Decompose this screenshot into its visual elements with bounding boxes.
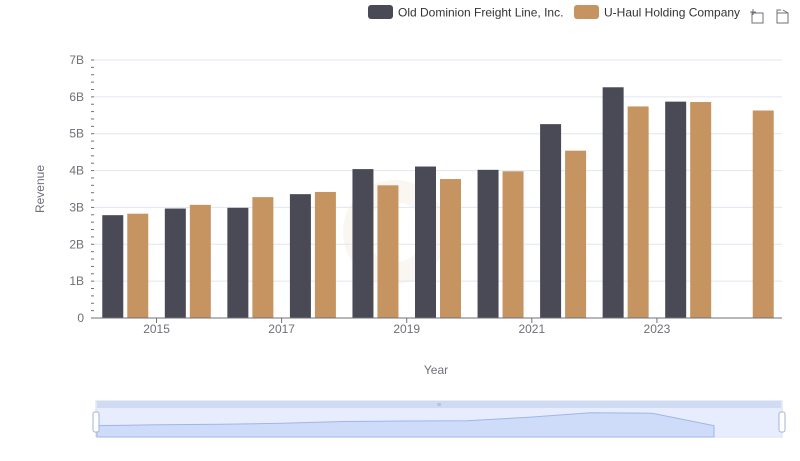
y-tick-label: 2B (69, 237, 84, 251)
legend-swatch-u-haul (574, 5, 599, 19)
data-zoom-preview-area (96, 412, 715, 438)
y-tick-label: 4B (69, 164, 84, 178)
bar-old-dominion-2018[interactable] (352, 169, 374, 318)
bar-old-dominion-2014[interactable] (102, 215, 124, 318)
y-tick-label: 1B (69, 274, 84, 288)
x-axis-title: Year (424, 363, 448, 377)
bars (102, 87, 774, 318)
legend-label-u-haul: U-Haul Holding Company (604, 6, 740, 20)
data-zoom-right-handle[interactable] (778, 411, 786, 433)
legend-swatch-old-dominion (368, 5, 393, 19)
bar-old-dominion-2020[interactable] (477, 169, 499, 318)
legend-item-old-dominion[interactable]: Old Dominion Freight Line, Inc. (368, 5, 563, 20)
y-axis-title: Revenue (33, 165, 47, 213)
x-tick-label: 2021 (518, 322, 545, 336)
bar-u-haul-2018[interactable] (377, 185, 399, 318)
bar-u-haul-2016[interactable] (252, 197, 274, 318)
x-tick-label: 2015 (143, 322, 170, 336)
legend-item-u-haul[interactable]: U-Haul Holding Company (574, 5, 740, 20)
x-tick-label: 2023 (644, 322, 671, 336)
y-tick-label: 6B (69, 90, 84, 104)
bar-u-haul-2021[interactable] (565, 150, 587, 318)
legend-label-old-dominion: Old Dominion Freight Line, Inc. (398, 6, 563, 20)
bar-u-haul-2019[interactable] (440, 179, 461, 318)
y-tick-label: 5B (69, 127, 84, 141)
legend: Old Dominion Freight Line, Inc. U-Haul H… (368, 5, 740, 20)
bar-u-haul-2024[interactable] (752, 110, 774, 318)
data-zoom-left-handle[interactable] (92, 411, 100, 433)
bar-u-haul-2022[interactable] (627, 106, 649, 318)
y-tick-label: 3B (69, 200, 84, 214)
zoom-icon[interactable] (749, 9, 764, 24)
bar-u-haul-2023[interactable] (690, 102, 712, 318)
data-zoom-slider[interactable]: ≡ (92, 400, 786, 438)
zoom-reset-icon[interactable] (776, 9, 789, 24)
bar-old-dominion-2019[interactable] (415, 166, 436, 318)
bar-u-haul-2014[interactable] (127, 213, 149, 318)
bar-old-dominion-2022[interactable] (602, 87, 624, 318)
bar-u-haul-2020[interactable] (502, 171, 524, 318)
bar-old-dominion-2016[interactable] (227, 207, 249, 318)
bar-u-haul-2015[interactable] (189, 204, 211, 318)
bar-old-dominion-2023[interactable] (665, 101, 687, 318)
y-axis-tick-labels: 0 1B 2B 3B 4B 5B 6B 7B (69, 53, 84, 325)
bar-old-dominion-2021[interactable] (540, 124, 562, 318)
x-tick-label: 2019 (393, 322, 420, 336)
data-zoom-top-bar[interactable] (97, 401, 781, 408)
data-zoom-grip-icon[interactable]: ≡ (437, 402, 441, 409)
bar-old-dominion-2017[interactable] (289, 194, 311, 318)
y-axis-minor-ticks (91, 59, 94, 319)
y-tick-label: 0 (77, 311, 84, 325)
bar-u-haul-2017[interactable] (314, 191, 336, 318)
x-axis-tick-labels: 2015 2017 2019 2021 2023 (143, 318, 671, 336)
y-tick-label: 7B (69, 53, 84, 67)
bar-old-dominion-2015[interactable] (164, 208, 186, 318)
x-tick-label: 2017 (268, 322, 295, 336)
